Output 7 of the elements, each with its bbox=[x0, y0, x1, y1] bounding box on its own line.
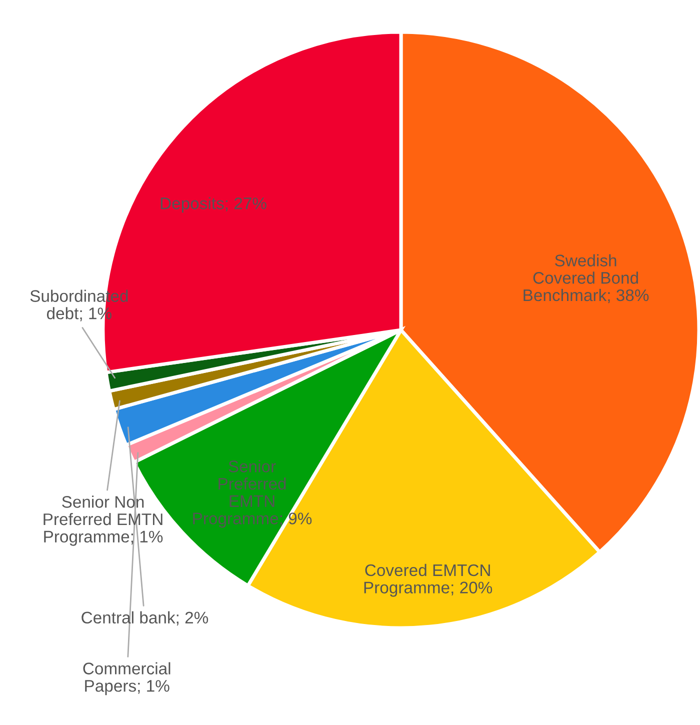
slice-label: Covered EMTCN Programme; 20% bbox=[364, 564, 492, 597]
slice-label: Senior Preferred EMTN Programme; 9% bbox=[193, 460, 312, 528]
slice-label: Central bank; 2% bbox=[82, 611, 208, 626]
slice-label: Swedish Covered Bond Benchmark; 38% bbox=[524, 254, 649, 304]
slice-label: Senior Non Preferred EMTN Programme; 1% bbox=[44, 496, 163, 546]
slice-label: Commercial Papers; 1% bbox=[83, 662, 170, 696]
slice-label: Deposits; 27% bbox=[160, 197, 266, 213]
